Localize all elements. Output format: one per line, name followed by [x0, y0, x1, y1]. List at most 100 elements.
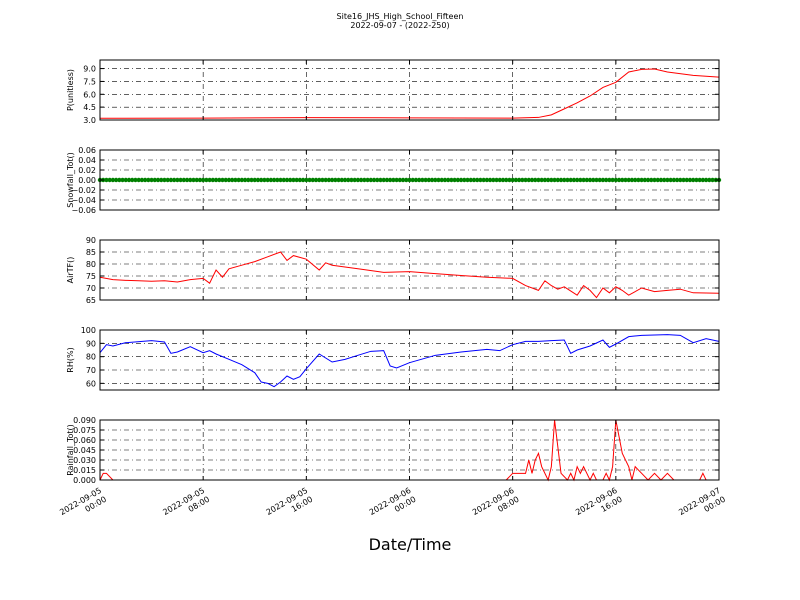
- y-tick-label: 7.5: [83, 77, 96, 86]
- data-point: [565, 177, 570, 183]
- data-point: [439, 177, 444, 183]
- data-point: [229, 177, 235, 183]
- data-point: [410, 177, 415, 183]
- subplot-4: 60 70 80 90 100 RH(%): [66, 326, 720, 391]
- y-tick-label: 80: [86, 353, 96, 362]
- data-point: [442, 177, 448, 183]
- data-point: [213, 177, 219, 183]
- subplot-2: −0.06−0.04−0.020.000.020.040.06Snowfall_…: [66, 146, 722, 215]
- y-tick-label: 85: [86, 248, 96, 257]
- data-point: [581, 177, 586, 183]
- y-tick-label: 60: [86, 379, 96, 388]
- data-point: [529, 177, 535, 183]
- data-point: [665, 177, 670, 183]
- data-point: [429, 177, 435, 183]
- data-point: [568, 177, 573, 183]
- data-point: [462, 177, 467, 183]
- data-point: [668, 177, 673, 183]
- y-axis-label: Snowfall_Tot(): [66, 152, 75, 208]
- data-point: [239, 177, 245, 183]
- y-tick-label: 0.075: [73, 426, 96, 435]
- data-point: [310, 177, 315, 183]
- data-point: [188, 177, 193, 183]
- data-point: [375, 177, 380, 183]
- data-point: [629, 177, 635, 183]
- data-point: [342, 177, 348, 183]
- data-point: [687, 177, 693, 183]
- data-point: [591, 177, 596, 183]
- data-point: [658, 177, 664, 183]
- data-point: [130, 177, 135, 183]
- data-point: [113, 177, 119, 183]
- data-point: [329, 177, 335, 183]
- data-point: [497, 177, 502, 183]
- data-point: [262, 177, 267, 183]
- data-point: [159, 177, 164, 183]
- data-point: [674, 177, 680, 183]
- data-point: [552, 177, 557, 183]
- data-point: [603, 177, 609, 183]
- y-tick-label: 0.06: [78, 146, 96, 155]
- data-point: [661, 177, 667, 183]
- data-point: [233, 177, 238, 183]
- y-tick-label: 0.02: [78, 166, 96, 175]
- data-point: [597, 177, 602, 183]
- y-tick-label: 0.090: [73, 416, 96, 425]
- data-point: [487, 177, 493, 183]
- data-point: [397, 177, 403, 183]
- data-point: [313, 177, 319, 183]
- data-point: [142, 177, 148, 183]
- y-tick-label: 3.0: [83, 116, 96, 125]
- data-point: [191, 177, 196, 183]
- data-point: [516, 177, 522, 183]
- series-line: [99, 419, 719, 482]
- data-point: [491, 177, 496, 183]
- data-point: [149, 177, 154, 183]
- data-point: [155, 177, 161, 183]
- data-point: [455, 177, 461, 183]
- data-point: [210, 177, 216, 183]
- y-tick-label: 80: [86, 260, 96, 269]
- data-point: [494, 177, 499, 183]
- data-point: [391, 177, 396, 183]
- series-line: [99, 68, 720, 119]
- data-point: [504, 177, 509, 183]
- data-point: [700, 177, 706, 183]
- data-point: [288, 177, 293, 183]
- data-point: [300, 177, 306, 183]
- data-point: [484, 177, 490, 183]
- data-point: [533, 177, 538, 183]
- y-tick-label: 75: [86, 272, 96, 281]
- data-point: [681, 177, 686, 183]
- data-point: [346, 177, 351, 183]
- data-point: [578, 177, 583, 183]
- data-point: [652, 177, 657, 183]
- data-point: [584, 177, 590, 183]
- data-point: [536, 177, 541, 183]
- data-point: [465, 177, 470, 183]
- data-point: [126, 177, 132, 183]
- data-point: [317, 177, 322, 183]
- data-point: [697, 177, 702, 183]
- y-axis-label: RH(%): [66, 347, 75, 372]
- data-point: [671, 177, 677, 183]
- data-point: [304, 177, 309, 183]
- data-point: [139, 177, 145, 183]
- data-point: [710, 177, 715, 183]
- data-point: [407, 177, 412, 183]
- data-point: [404, 177, 409, 183]
- data-point: [162, 177, 167, 183]
- data-point: [249, 177, 254, 183]
- data-point: [481, 177, 486, 183]
- data-point: [526, 177, 531, 183]
- data-point: [433, 177, 438, 183]
- data-point: [542, 177, 548, 183]
- data-point: [242, 177, 248, 183]
- data-point: [558, 177, 564, 183]
- data-point: [378, 177, 383, 183]
- data-point: [110, 177, 116, 183]
- data-point: [571, 177, 577, 183]
- data-point: [684, 177, 689, 183]
- data-point: [436, 177, 441, 183]
- chart-title-line1: Site16_JHS_High_School_Fifteen: [337, 12, 464, 21]
